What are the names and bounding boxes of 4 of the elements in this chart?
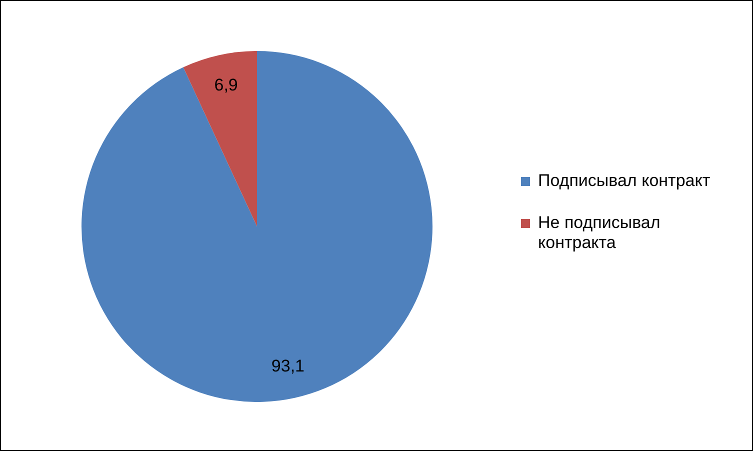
legend-label: Подписывал контракт: [538, 171, 710, 191]
legend-label: Не подписывал контракта: [538, 213, 662, 253]
data-label: 6,9: [214, 76, 238, 95]
data-label: 93,1: [271, 356, 304, 376]
